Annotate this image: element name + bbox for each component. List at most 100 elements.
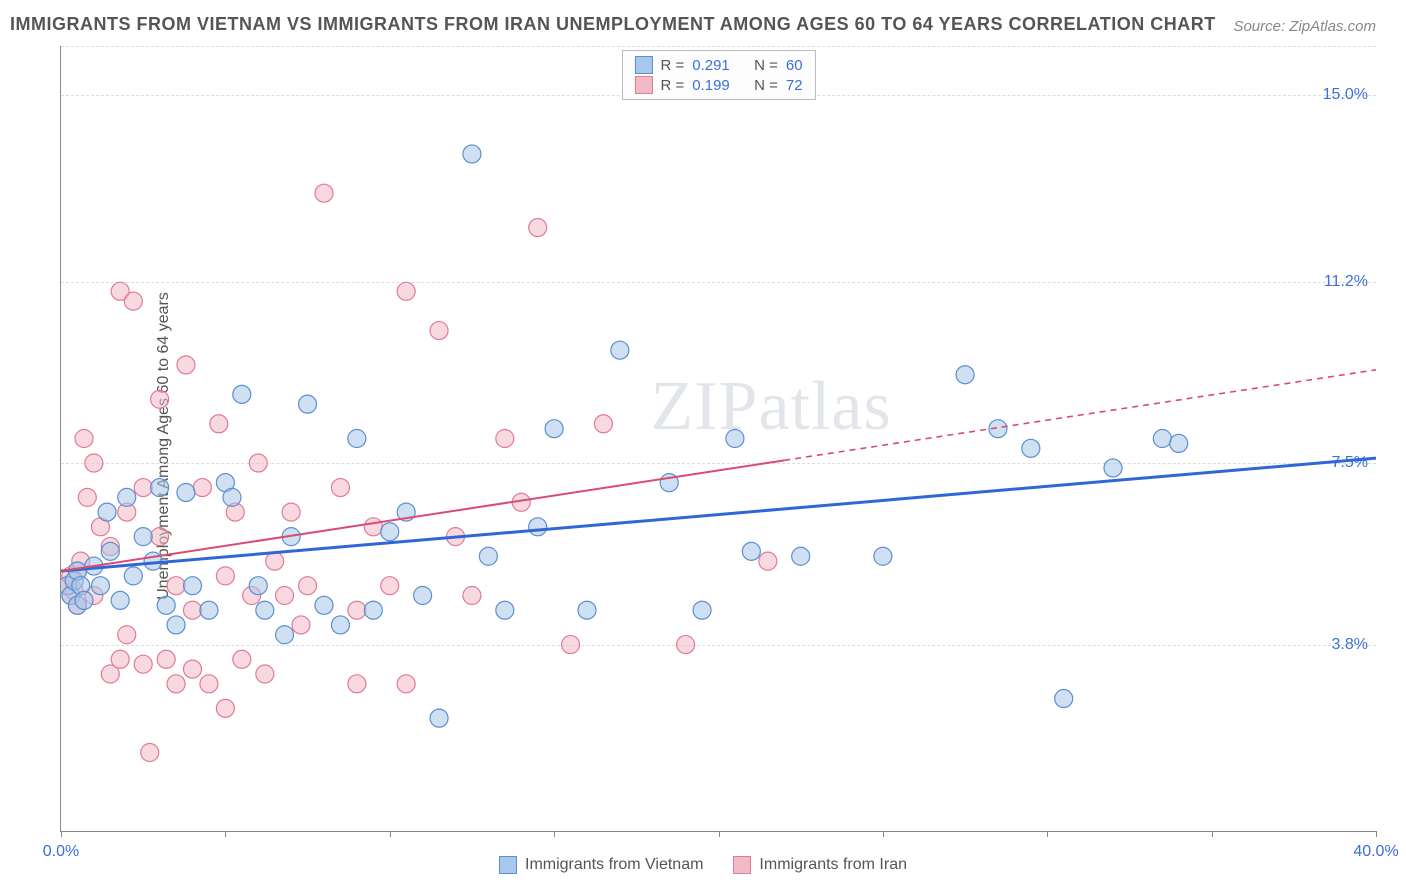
scatter-point bbox=[529, 219, 547, 237]
scatter-point bbox=[430, 322, 448, 340]
chart-title: IMMIGRANTS FROM VIETNAM VS IMMIGRANTS FR… bbox=[10, 14, 1216, 35]
scatter-point bbox=[118, 488, 136, 506]
scatter-point bbox=[223, 488, 241, 506]
scatter-point bbox=[463, 145, 481, 163]
chart-plot-area: ZIPatlas R = 0.291 N = 60 R = 0.199 N = … bbox=[60, 46, 1376, 832]
scatter-point bbox=[151, 479, 169, 497]
scatter-point bbox=[266, 552, 284, 570]
scatter-point bbox=[177, 356, 195, 374]
scatter-point bbox=[91, 577, 109, 595]
scatter-point bbox=[216, 567, 234, 585]
x-tick bbox=[1376, 831, 1377, 837]
scatter-point bbox=[151, 390, 169, 408]
scatter-point bbox=[233, 650, 251, 668]
scatter-point bbox=[111, 650, 129, 668]
scatter-point bbox=[1153, 430, 1171, 448]
scatter-point bbox=[167, 616, 185, 634]
scatter-point bbox=[111, 591, 129, 609]
scatter-point bbox=[1022, 439, 1040, 457]
scatter-point bbox=[101, 542, 119, 560]
scatter-point bbox=[184, 577, 202, 595]
scatter-point bbox=[545, 420, 563, 438]
legend-label-iran: Immigrants from Iran bbox=[759, 856, 907, 874]
scatter-point bbox=[315, 596, 333, 614]
scatter-point bbox=[233, 385, 251, 403]
scatter-point bbox=[200, 601, 218, 619]
scatter-point bbox=[693, 601, 711, 619]
scatter-point bbox=[210, 415, 228, 433]
scatter-point bbox=[85, 454, 103, 472]
scatter-point bbox=[216, 699, 234, 717]
scatter-point bbox=[381, 577, 399, 595]
source-attribution: Source: ZipAtlas.com bbox=[1233, 18, 1376, 35]
scatter-point bbox=[594, 415, 612, 433]
scatter-point bbox=[134, 528, 152, 546]
scatter-point bbox=[397, 675, 415, 693]
scatter-point bbox=[348, 675, 366, 693]
scatter-point bbox=[759, 552, 777, 570]
scatter-point bbox=[292, 616, 310, 634]
scatter-point bbox=[134, 655, 152, 673]
scatter-point bbox=[397, 282, 415, 300]
scatter-point bbox=[364, 601, 382, 619]
trend-line-extrapolated bbox=[784, 370, 1376, 461]
scatter-point bbox=[249, 577, 267, 595]
scatter-point bbox=[677, 636, 695, 654]
scatter-point bbox=[167, 675, 185, 693]
scatter-point bbox=[124, 292, 142, 310]
r-value-iran: 0.199 bbox=[692, 77, 730, 94]
x-tick bbox=[61, 831, 62, 837]
x-tick bbox=[390, 831, 391, 837]
r-label: R = bbox=[660, 77, 684, 94]
scatter-point bbox=[496, 430, 514, 448]
scatter-point bbox=[726, 430, 744, 448]
n-label: N = bbox=[754, 77, 778, 94]
scatter-point bbox=[463, 587, 481, 605]
scatter-point bbox=[299, 577, 317, 595]
x-tick bbox=[1212, 831, 1213, 837]
scatter-point bbox=[141, 744, 159, 762]
scatter-point bbox=[299, 395, 317, 413]
x-tick bbox=[554, 831, 555, 837]
n-value-vietnam: 60 bbox=[786, 57, 803, 74]
x-tick bbox=[719, 831, 720, 837]
swatch-iran bbox=[634, 76, 652, 94]
scatter-point bbox=[75, 430, 93, 448]
scatter-svg bbox=[61, 46, 1376, 831]
trend-line bbox=[61, 460, 784, 571]
scatter-point bbox=[956, 366, 974, 384]
legend-stats-row-iran: R = 0.199 N = 72 bbox=[634, 75, 802, 95]
scatter-point bbox=[177, 483, 195, 501]
legend-label-vietnam: Immigrants from Vietnam bbox=[525, 856, 703, 874]
scatter-point bbox=[151, 528, 169, 546]
r-label: R = bbox=[660, 57, 684, 74]
scatter-point bbox=[78, 488, 96, 506]
scatter-point bbox=[256, 665, 274, 683]
swatch-vietnam-bottom bbox=[499, 856, 517, 874]
scatter-point bbox=[118, 626, 136, 644]
scatter-point bbox=[479, 547, 497, 565]
scatter-point bbox=[331, 479, 349, 497]
scatter-point bbox=[124, 567, 142, 585]
scatter-point bbox=[1170, 434, 1188, 452]
n-value-iran: 72 bbox=[786, 77, 803, 94]
legend-item-iran: Immigrants from Iran bbox=[733, 856, 907, 874]
scatter-point bbox=[315, 184, 333, 202]
legend-stats: R = 0.291 N = 60 R = 0.199 N = 72 bbox=[621, 50, 815, 100]
scatter-point bbox=[562, 636, 580, 654]
scatter-point bbox=[529, 518, 547, 536]
legend-item-vietnam: Immigrants from Vietnam bbox=[499, 856, 703, 874]
scatter-point bbox=[256, 601, 274, 619]
scatter-point bbox=[331, 616, 349, 634]
scatter-point bbox=[364, 518, 382, 536]
scatter-point bbox=[193, 479, 211, 497]
scatter-point bbox=[578, 601, 596, 619]
scatter-point bbox=[1104, 459, 1122, 477]
x-tick bbox=[883, 831, 884, 837]
scatter-point bbox=[611, 341, 629, 359]
scatter-point bbox=[200, 675, 218, 693]
scatter-point bbox=[792, 547, 810, 565]
scatter-point bbox=[249, 454, 267, 472]
scatter-point bbox=[134, 479, 152, 497]
scatter-point bbox=[496, 601, 514, 619]
